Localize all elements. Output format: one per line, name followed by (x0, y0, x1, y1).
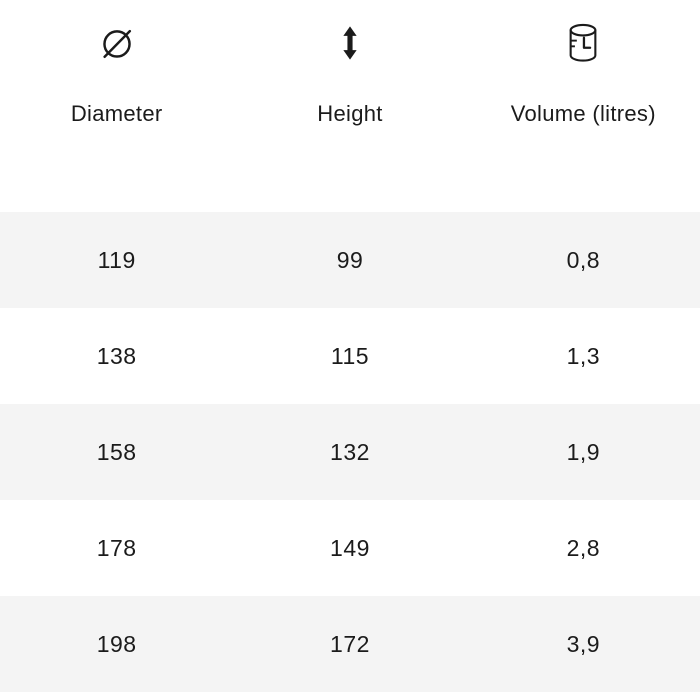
table-row: 198 172 3,9 (0, 596, 700, 692)
cell-height: 149 (330, 534, 370, 561)
table-header: Diameter Height Vo (0, 0, 700, 212)
cell-volume: 2,8 (566, 534, 601, 561)
column-label-height: Height (317, 101, 383, 126)
volume-measure-icon (564, 21, 602, 65)
cell-height: 99 (336, 246, 364, 273)
cell-height: 115 (330, 342, 370, 369)
cell-diameter: 138 (96, 342, 137, 369)
cell-volume: 3,9 (566, 630, 601, 657)
table-row: 138 115 1,3 (0, 308, 700, 404)
cell-diameter: 198 (96, 630, 137, 657)
table-row: 178 149 2,8 (0, 500, 700, 596)
column-label-diameter: Diameter (70, 101, 163, 126)
cell-volume: 1,3 (566, 342, 601, 369)
cell-height: 132 (330, 438, 370, 465)
column-header-diameter: Diameter (0, 0, 233, 212)
table-row: 158 132 1,9 (0, 404, 700, 500)
table-row: 119 99 0,8 (0, 212, 700, 308)
cell-diameter: 158 (96, 438, 137, 465)
diameter-icon (98, 21, 136, 65)
table-body: 119 99 0,8 138 115 1,3 158 132 1,9 178 1… (0, 212, 700, 692)
column-label-volume: Volume (litres) (510, 101, 656, 126)
cell-diameter: 119 (97, 246, 136, 273)
column-header-volume: Volume (litres) (467, 0, 700, 212)
cell-height: 172 (330, 630, 370, 657)
height-arrow-icon (331, 21, 369, 65)
cell-diameter: 178 (96, 534, 137, 561)
column-header-height: Height (233, 0, 466, 212)
cell-volume: 1,9 (566, 438, 601, 465)
cell-volume: 0,8 (566, 246, 601, 273)
